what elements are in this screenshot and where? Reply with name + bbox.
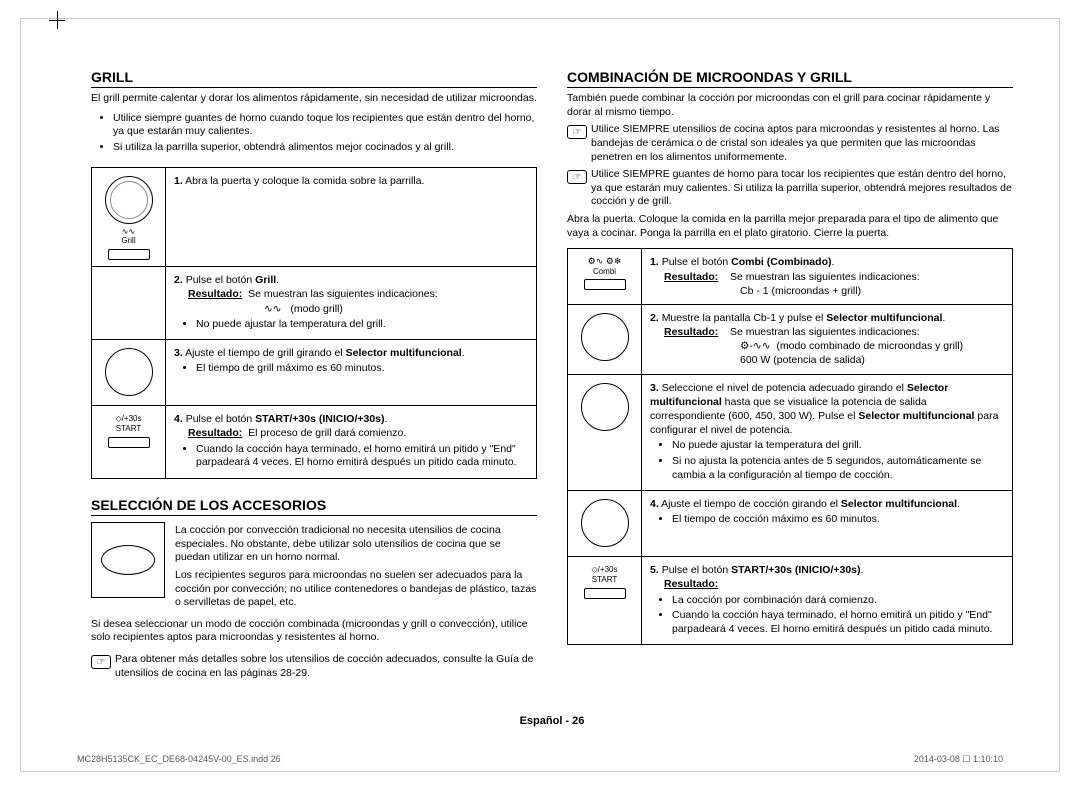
step-icon (92, 340, 166, 406)
step-text: 5. Pulse el botón START/+30s (INICIO/+30… (642, 557, 1013, 645)
step-icon (92, 267, 166, 340)
intro-text: También puede combinar la cocción por mi… (567, 92, 1013, 119)
step-text: 1. Abra la puerta y coloque la comida so… (166, 167, 537, 267)
step-icon (568, 491, 642, 557)
intro-text: El grill permite calentar y dorar los al… (91, 92, 537, 106)
note-text: Para obtener más detalles sobre los uten… (115, 653, 537, 680)
grill-steps-table: ∿∿ Grill 1. Abra la puerta y coloque la … (91, 167, 537, 479)
body-text: Abra la puerta. Coloque la comida en la … (567, 213, 1013, 240)
body-text: La cocción por convección tradicional no… (175, 524, 537, 565)
manual-page: GRILL El grill permite calentar y dorar … (20, 18, 1060, 772)
bullet: Si utiliza la parrilla superior, obtendr… (113, 141, 537, 155)
footer-file: MC28H5135CK_EC_DE68-04245V-00_ES.indd 26 (77, 754, 281, 765)
step-icon (568, 304, 642, 374)
step-icon (568, 374, 642, 491)
step-text: 3. Seleccione el nivel de potencia adecu… (642, 374, 1013, 491)
step-text: 2. Pulse el botón Grill. Resultado: Se m… (166, 267, 537, 340)
step-icon: ◇/+30s START (92, 406, 166, 479)
note-icon: ☞ (567, 125, 587, 139)
step-text: 4. Ajuste el tiempo de cocción girando e… (642, 491, 1013, 557)
step-text: 2. Muestre la pantalla Cb-1 y pulse el S… (642, 304, 1013, 374)
accessory-image (91, 522, 165, 598)
step-icon: ∿∿ Grill (92, 167, 166, 267)
note-text: Utilice SIEMPRE utensilios de cocina apt… (591, 123, 1013, 164)
crop-mark (49, 20, 65, 21)
step-icon: ◇/+30s START (568, 557, 642, 645)
combi-steps-table: ⚙∿ ⚙❄ Combi 1. Pulse el botón Combi (Com… (567, 248, 1013, 645)
body-text: Los recipientes seguros para microondas … (175, 569, 537, 610)
heading-combi: COMBINACIÓN DE MICROONDAS Y GRILL (567, 69, 1013, 88)
body-text: Si desea seleccionar un modo de cocción … (91, 618, 537, 645)
right-column: COMBINACIÓN DE MICROONDAS Y GRILL Tambié… (567, 69, 1013, 709)
step-text: 4. Pulse el botón START/+30s (INICIO/+30… (166, 406, 537, 479)
heading-accessories: SELECCIÓN DE LOS ACCESORIOS (91, 497, 537, 516)
note-text: Utilice SIEMPRE guantes de horno para to… (591, 168, 1013, 209)
bullet: Utilice siempre guantes de horno cuando … (113, 112, 537, 139)
note-icon: ☞ (91, 655, 111, 669)
step-text: 3. Ajuste el tiempo de grill girando el … (166, 340, 537, 406)
heading-grill: GRILL (91, 69, 537, 88)
note-icon: ☞ (567, 170, 587, 184)
footer-time: 2014-03-08 ☐ 1:10:10 (914, 754, 1003, 765)
left-column: GRILL El grill permite calentar y dorar … (91, 69, 537, 709)
page-footer: Español - 26 (91, 715, 1013, 727)
step-icon: ⚙∿ ⚙❄ Combi (568, 249, 642, 305)
step-text: 1. Pulse el botón Combi (Combinado). Res… (642, 249, 1013, 305)
